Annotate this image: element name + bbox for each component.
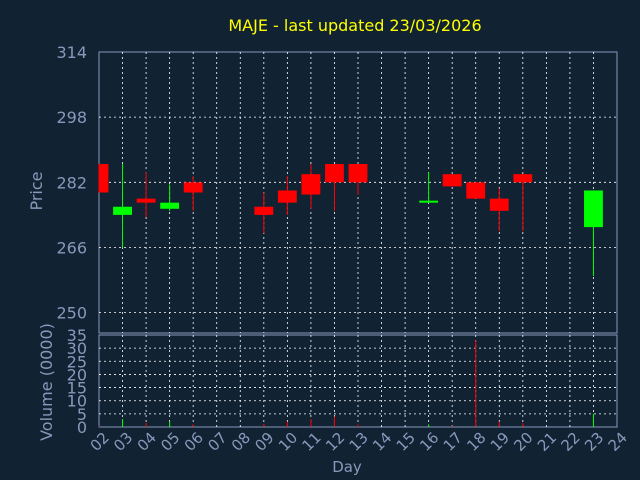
- candle-body: [513, 174, 533, 183]
- volume-tick-label: 25: [67, 352, 87, 371]
- x-tick-label: 20: [510, 429, 536, 455]
- candle-body: [254, 206, 274, 215]
- candle-body: [113, 206, 132, 215]
- volume-tick-label: 5: [77, 405, 87, 424]
- volume-axis-label: Volume (0000): [37, 323, 56, 441]
- x-tick-label: 24: [605, 429, 631, 455]
- x-tick-label: 18: [463, 429, 489, 455]
- candle-16: [419, 172, 439, 203]
- x-tick-label: 23: [581, 429, 607, 455]
- price-tick-label: 266: [56, 238, 87, 257]
- price-tick-label: 250: [56, 304, 87, 323]
- price-tick-label: 298: [56, 108, 87, 127]
- candle-02: [98, 163, 109, 193]
- candle-body: [277, 190, 297, 203]
- x-tick-label: 05: [157, 429, 183, 455]
- volume-tick-label: 0: [77, 418, 87, 437]
- x-tick-label: 09: [251, 429, 277, 455]
- candle-11: [301, 163, 321, 209]
- candle-19: [489, 188, 509, 232]
- candle-body: [325, 163, 344, 183]
- candle-body: [99, 163, 109, 193]
- candle-body: [466, 182, 486, 199]
- x-tick-label: 03: [110, 429, 136, 455]
- x-tick-label: 04: [134, 429, 160, 455]
- candle-18: [466, 182, 486, 199]
- candle-04: [136, 172, 156, 217]
- candle-12: [325, 163, 344, 211]
- candle-body: [584, 190, 603, 228]
- x-tick-label: 14: [369, 429, 395, 455]
- candle-05: [160, 184, 180, 211]
- candle-13: [348, 163, 368, 195]
- candle-body: [419, 200, 439, 203]
- candle-body: [442, 174, 462, 187]
- x-axis-label: Day: [332, 458, 362, 476]
- x-tick-label: 19: [487, 429, 513, 455]
- x-tick-label: 21: [534, 429, 560, 455]
- price-panel: 250 266 282 298 314: [56, 43, 618, 334]
- price-tick-label: 314: [56, 43, 87, 62]
- candle-23: [584, 190, 603, 276]
- x-tick-label: 06: [181, 429, 207, 455]
- x-tick-label: 08: [228, 429, 254, 455]
- candle-body: [183, 182, 203, 193]
- volume-tick-label: 15: [67, 379, 87, 398]
- x-tick-label: 12: [322, 429, 348, 455]
- x-tick-label: 13: [346, 429, 372, 455]
- candle-10: [277, 176, 297, 215]
- x-tick-label: 22: [558, 429, 584, 455]
- x-tick-label: 11: [299, 429, 325, 455]
- volume-tick-label: 35: [67, 326, 87, 345]
- volume-tick-label: 20: [67, 365, 87, 384]
- candle-17: [442, 174, 462, 187]
- candle-body: [301, 174, 321, 195]
- price-tick-label: 282: [56, 173, 87, 192]
- x-tick-label: 07: [204, 429, 230, 455]
- candle-body: [160, 202, 180, 209]
- candle-body: [348, 163, 368, 183]
- x-tick-label: 17: [440, 429, 466, 455]
- x-tick-label: 10: [275, 429, 301, 455]
- candle-06: [183, 176, 203, 211]
- chart-title: MAJE - last updated 23/03/2026: [228, 16, 481, 35]
- x-tick-label: 16: [416, 429, 442, 455]
- volume-tick-label: 10: [67, 392, 87, 411]
- x-tick-label: 02: [87, 429, 113, 455]
- candle-body: [489, 198, 509, 211]
- candle-body: [136, 198, 156, 203]
- x-tick-label: 15: [393, 429, 419, 455]
- candle-20: [513, 174, 533, 232]
- candle-03: [113, 163, 132, 248]
- volume-tick-label: 30: [67, 339, 87, 358]
- price-axis-label: Price: [27, 171, 46, 210]
- candle-09: [254, 192, 274, 234]
